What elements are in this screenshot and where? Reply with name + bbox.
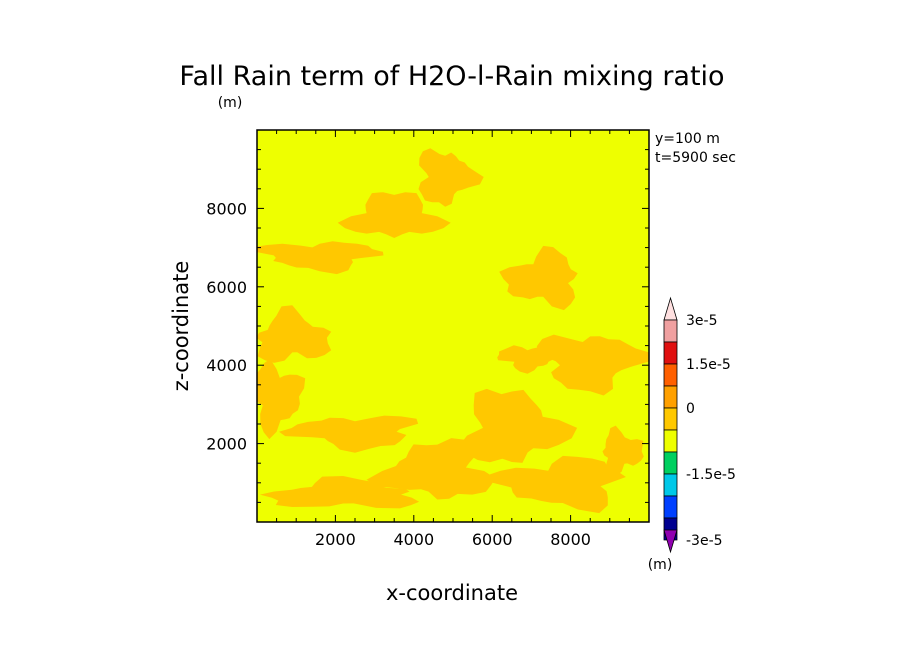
y-tick-label: 2000 (206, 435, 247, 454)
y-tick-labels: 2000 4000 6000 8000 (206, 199, 247, 453)
colorbar-labels: 3e-5 1.5e-5 0 -1.5e-5 -3e-5 (686, 313, 736, 549)
y-tick-label: 4000 (206, 356, 247, 375)
annotation-y: y=100 m (655, 131, 720, 147)
colorbar-bin (663, 407, 678, 431)
field-patch (366, 438, 496, 500)
x-tick-labels: 2000 4000 6000 8000 (315, 530, 591, 549)
field-patch (257, 358, 306, 440)
field-patch (457, 388, 578, 463)
field-patch (257, 241, 384, 275)
colorbar-bin (663, 385, 678, 409)
colorbar-bin (663, 363, 678, 387)
field-patch (497, 345, 559, 374)
x-tick-label: 8000 (550, 530, 591, 549)
colorbar-bin (663, 451, 678, 475)
field-patch (485, 455, 626, 514)
annotation-t: t=5900 sec (655, 150, 736, 166)
colorbar-units: (m) (648, 557, 673, 573)
field-patch (602, 425, 644, 476)
colorbar-bin (663, 473, 678, 497)
colorbar-bin (663, 529, 678, 554)
chart-title: Fall Rain term of H2O-l-Rain mixing rati… (179, 61, 724, 92)
colorbar-label: -3e-5 (686, 533, 723, 549)
axis-ticks (256, 129, 650, 523)
y-tick-label: 6000 (206, 278, 247, 297)
field-patch (536, 334, 649, 396)
field-patch (337, 192, 451, 238)
x-tick-label: 2000 (315, 530, 356, 549)
x-tick-label: 4000 (393, 530, 434, 549)
y-tick-label: 8000 (206, 199, 247, 218)
colorbar (663, 296, 678, 554)
colorbar-bin (663, 319, 678, 343)
field-patch (279, 415, 419, 453)
field-patches (257, 148, 649, 514)
field-patch (257, 305, 332, 363)
title-units: (m) (218, 95, 243, 111)
colorbar-label: 1.5e-5 (686, 357, 731, 373)
colorbar-bin (663, 429, 678, 453)
y-axis-title: z-coordinate (169, 261, 193, 392)
colorbar-bin (663, 341, 678, 365)
colorbar-label: 3e-5 (686, 313, 717, 329)
x-axis-title: x-coordinate (386, 581, 518, 605)
x-tick-label: 6000 (472, 530, 513, 549)
field-patch (499, 245, 578, 311)
colorbar-label: 0 (686, 401, 695, 417)
colorbar-label: -1.5e-5 (686, 467, 736, 483)
field-patch (418, 148, 484, 207)
colorbar-bin (663, 495, 678, 519)
field-patch (259, 476, 420, 509)
colorbar-bin (663, 296, 678, 321)
